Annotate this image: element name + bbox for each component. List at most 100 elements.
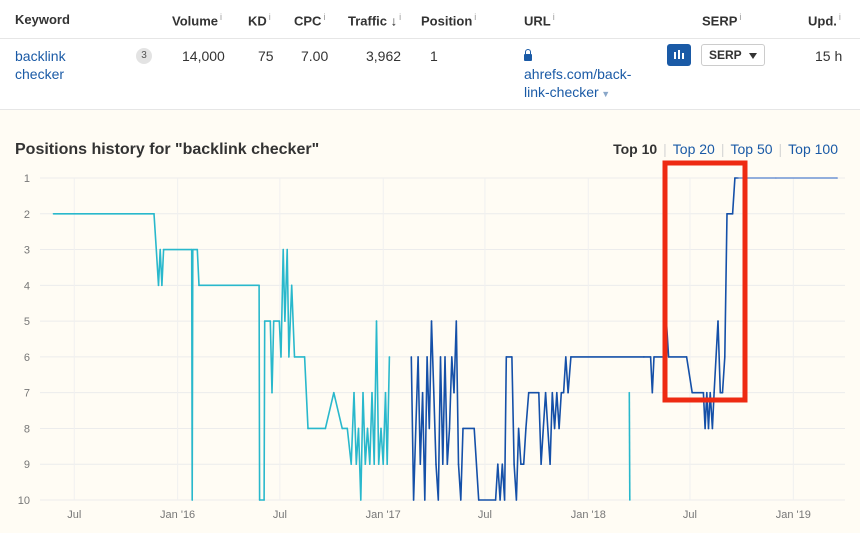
data-point [501,463,504,466]
data-point [441,463,444,466]
data-point [713,391,715,394]
data-point [353,391,355,394]
data-point [375,320,378,322]
data-point [525,427,527,430]
col-volume[interactable]: Volume i [172,12,222,29]
chart-icon[interactable] [667,44,691,66]
data-point [717,320,719,322]
y-tick-label: 1 [24,173,30,185]
chart-title: Positions history for "backlink checker" [15,141,320,158]
tab-top-10[interactable]: Top 10 [613,141,658,157]
data-point [499,499,501,501]
url-link[interactable]: ahrefs.com/back- link-checker ▼ [524,47,654,103]
table-header: Keyword Volume i KD i CPC i Traffic ↓ i Posi… [0,0,860,39]
col-cpc[interactable]: CPC i [294,12,326,29]
data-point [448,427,451,430]
url-line2: link-checker [524,84,599,100]
data-point [421,391,424,394]
y-tick-label: 4 [24,280,30,292]
lock-icon [524,49,532,61]
col-kd[interactable]: KD i [248,12,271,29]
data-point [709,391,711,394]
data-point [437,499,440,501]
data-point [707,427,710,430]
y-tick-label: 10 [18,495,30,507]
url-dropdown-icon[interactable]: ▼ [598,89,611,99]
data-point [556,391,558,394]
data-point [473,427,476,430]
data-point [382,463,385,466]
y-tick-label: 6 [24,352,30,364]
data-point [628,391,631,394]
col-traffic[interactable]: Traffic ↓ i [348,12,402,29]
x-tick-label: Jan '17 [366,509,401,521]
data-point [426,356,428,358]
data-point [455,320,458,322]
data-point [685,356,688,358]
data-point [527,391,530,394]
data-point [435,463,437,466]
data-point [706,391,708,394]
y-tick-label: 9 [24,459,30,471]
data-point [511,356,513,358]
data-point [540,463,542,466]
data-point [157,284,160,287]
updated-value: 15 h [815,48,843,64]
data-point [371,391,373,394]
serp-dropdown-label: SERP [709,48,742,62]
data-point [494,499,497,501]
data-point [505,356,508,358]
data-point [303,356,306,358]
data-point [544,391,547,394]
cpc-value: 7.00 [301,48,329,64]
col-keyword[interactable]: Keyword [15,12,70,27]
kd-value: 75 [258,48,274,64]
data-point [384,391,387,394]
x-tick-label: Jan '18 [571,509,606,521]
series-line [410,177,739,501]
data-point [346,427,349,430]
col-serp[interactable]: SERP i [702,12,742,29]
data-point [551,391,554,394]
data-point [428,427,431,430]
col-url[interactable]: URL i [524,12,555,29]
keyword-line1: backlink [15,48,66,64]
data-point [155,248,158,251]
position-value: 1 [430,48,438,64]
data-point [704,427,706,430]
table-row: backlink checker 3 14,000 75 7.00 3,962 … [0,39,860,110]
serp-dropdown[interactable]: SERP [701,44,765,66]
data-point [364,463,367,466]
data-point [386,463,388,466]
keyword-link[interactable]: backlink checker [15,47,85,83]
data-point [477,499,480,501]
data-point [263,320,266,322]
data-point [667,356,670,358]
data-point [520,463,522,466]
data-point [462,427,464,430]
data-point [424,499,426,501]
tab-top-100[interactable]: Top 100 [788,141,838,157]
data-point [711,427,714,430]
tab-top-50[interactable]: Top 50 [730,141,773,157]
data-point [362,391,364,394]
tab-top-20[interactable]: Top 20 [672,141,715,157]
data-point [196,248,199,251]
series-line [628,392,631,501]
data-point [282,248,285,251]
data-point [497,463,499,466]
data-point [459,499,462,501]
data-point [324,427,327,430]
data-point [721,391,724,394]
col-updated[interactable]: Upd. i [808,12,841,29]
data-point [271,391,273,394]
data-point [565,356,567,358]
data-point [702,391,705,394]
data-point [191,499,194,501]
caret-down-icon [749,53,757,59]
data-point [726,212,728,215]
col-position[interactable]: Position i [421,12,477,29]
data-point [52,212,55,215]
data-point [412,499,415,501]
serp-features-badge[interactable]: 3 [136,48,152,64]
